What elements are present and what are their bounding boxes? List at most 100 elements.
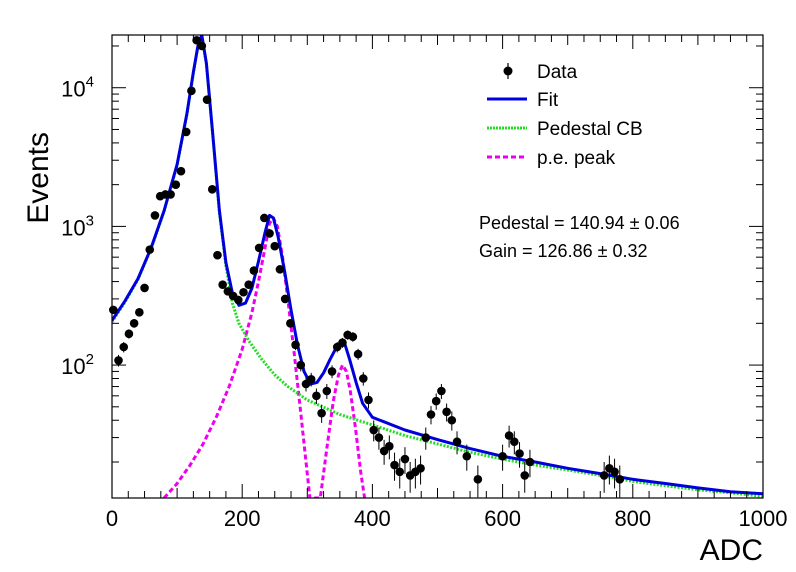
data-point-60	[421, 427, 431, 450]
data-marker	[364, 395, 373, 405]
x-tick-label: 0	[106, 506, 118, 531]
data-point-68	[473, 465, 483, 498]
data-point-0	[109, 305, 118, 315]
data-marker	[353, 349, 363, 359]
data-point-36	[296, 359, 306, 372]
x-tick-label: 800	[614, 506, 651, 531]
legend-label-fit: Fit	[537, 90, 559, 111]
data-point-70	[504, 425, 514, 448]
data-point-42	[327, 365, 337, 379]
data-marker	[244, 280, 254, 289]
plot-area	[109, 35, 763, 498]
data-marker	[197, 41, 207, 51]
data-marker	[187, 86, 196, 96]
data-marker	[390, 460, 399, 470]
data-point-51	[374, 427, 384, 450]
data-point-53	[385, 435, 394, 460]
data-point-38	[306, 372, 316, 387]
data-point-4	[129, 319, 139, 328]
data-marker	[437, 386, 446, 396]
data-marker	[327, 367, 337, 376]
data-marker	[176, 166, 186, 176]
data-marker	[260, 213, 269, 223]
legend-label-pedestal-cb: Pedestal CB	[537, 119, 643, 140]
data-point-48	[358, 372, 368, 386]
data-point-77	[610, 458, 619, 489]
data-point-47	[353, 348, 363, 360]
data-marker	[218, 280, 227, 289]
data-point-49	[364, 392, 373, 409]
data-point-34	[286, 319, 295, 328]
data-marker	[462, 451, 472, 461]
legend-marker-data	[503, 66, 513, 76]
x-tick-label: 600	[484, 506, 521, 531]
data-point-3	[124, 329, 134, 339]
axes: 0 200 400 600 800 1000 102 103 104	[61, 35, 787, 531]
data-point-12	[171, 180, 181, 189]
data-point-61	[426, 406, 436, 425]
data-point-7	[145, 245, 155, 254]
data-point-30	[265, 229, 274, 238]
data-point-24	[233, 295, 243, 305]
data-point-75	[599, 461, 609, 493]
data-point-6	[140, 283, 149, 293]
data-marker	[192, 35, 201, 45]
data-point-27	[249, 266, 259, 275]
data-point-62	[431, 393, 441, 410]
data-marker	[181, 127, 191, 137]
data-point-71	[510, 431, 519, 455]
data-point-72	[515, 442, 524, 468]
data-marker	[385, 441, 394, 451]
data-marker	[296, 360, 306, 370]
data-marker	[369, 425, 379, 435]
data-marker	[520, 471, 530, 480]
data-point-15	[187, 86, 196, 96]
data-marker	[306, 374, 316, 384]
data-point-41	[322, 383, 332, 399]
data-point-56	[400, 447, 410, 474]
data-point-44	[338, 337, 347, 348]
data-marker	[431, 396, 441, 406]
data-marker	[166, 190, 175, 199]
data-point-14	[181, 127, 191, 137]
data-marker	[447, 415, 457, 425]
data-point-69	[498, 444, 507, 471]
data-point-21	[218, 280, 227, 289]
data-point-67	[462, 444, 472, 471]
data-marker	[374, 433, 384, 442]
legend-item-data: Data	[503, 62, 578, 83]
data-marker	[135, 308, 144, 317]
data-point-35	[291, 339, 300, 351]
data-marker	[416, 464, 425, 473]
pedestal-annotation: Pedestal = 140.94 ± 0.06	[479, 213, 680, 233]
legend-label-data: Data	[537, 62, 578, 83]
y-tick-label: 104	[61, 74, 94, 102]
data-point-17	[197, 41, 207, 51]
data-marker	[171, 180, 181, 189]
data-marker	[291, 340, 300, 350]
data-point-64	[442, 403, 451, 422]
data-marker	[322, 386, 332, 396]
data-marker	[358, 374, 368, 383]
data-point-11	[166, 190, 175, 199]
data-marker	[207, 185, 217, 194]
data-point-46	[348, 332, 358, 342]
data-marker	[615, 475, 625, 484]
data-marker	[233, 295, 243, 305]
data-point-26	[244, 280, 254, 289]
x-tick-label: 1000	[739, 506, 788, 531]
data-marker	[599, 471, 609, 480]
data-point-18	[202, 95, 212, 104]
data-point-31	[270, 241, 280, 251]
data-point-2	[119, 342, 129, 353]
y-axis-label: Events	[22, 132, 55, 224]
data-marker	[473, 475, 483, 484]
data-marker	[510, 437, 519, 447]
legend-item-fit: Fit	[487, 90, 559, 111]
data-marker	[249, 266, 259, 275]
data-marker	[348, 332, 358, 342]
data-marker	[515, 449, 524, 458]
x-tick-label: 400	[354, 506, 391, 531]
data-marker	[317, 408, 326, 418]
data-marker	[254, 243, 264, 253]
